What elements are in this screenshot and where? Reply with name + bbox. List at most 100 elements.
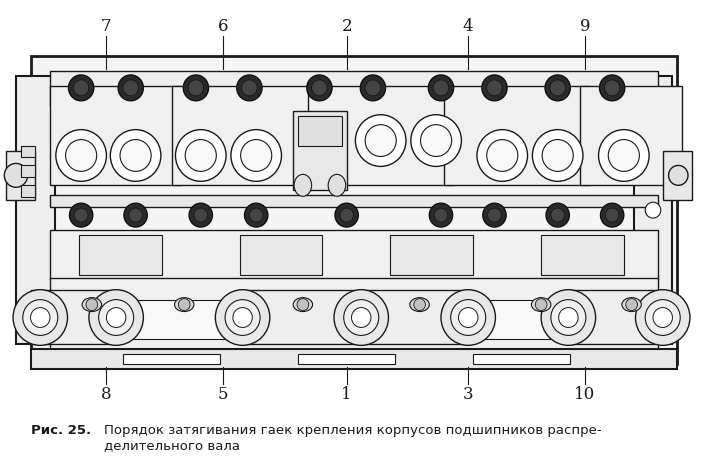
Text: 10: 10 [574,385,595,403]
Bar [30,350,677,369]
Circle shape [636,289,690,345]
Circle shape [428,75,454,101]
Circle shape [241,80,257,96]
Circle shape [215,289,270,345]
Circle shape [551,299,586,335]
Circle shape [668,166,688,185]
Circle shape [4,164,28,187]
Circle shape [458,307,478,327]
Circle shape [541,289,596,345]
Circle shape [365,80,381,96]
Bar [50,195,658,207]
Circle shape [68,75,94,101]
Text: 5: 5 [218,385,228,403]
Circle shape [297,298,309,311]
Bar [473,354,571,364]
Circle shape [352,307,371,327]
Circle shape [344,299,378,335]
Ellipse shape [293,298,312,312]
Circle shape [231,130,281,181]
Ellipse shape [294,175,312,196]
Circle shape [645,202,660,218]
Bar [50,86,181,185]
Circle shape [65,140,96,171]
Bar [79,235,162,275]
Circle shape [244,203,268,227]
Text: 6: 6 [218,18,228,35]
Circle shape [340,208,354,222]
Circle shape [365,125,397,157]
Text: 4: 4 [463,18,473,35]
Bar [30,56,677,364]
Ellipse shape [328,175,346,196]
Circle shape [600,75,625,101]
Text: 2: 2 [341,18,352,35]
Bar [21,185,36,197]
Circle shape [451,299,486,335]
Circle shape [535,298,547,311]
Circle shape [411,115,461,166]
Circle shape [482,75,507,101]
Bar [243,289,466,344]
Circle shape [477,130,528,181]
Bar [50,230,658,280]
Bar [298,354,395,364]
Circle shape [188,80,204,96]
Text: 8: 8 [101,385,112,403]
Bar [390,235,473,275]
Text: 9: 9 [580,18,590,35]
Circle shape [312,80,327,96]
Bar [21,166,36,177]
Bar [7,150,36,200]
Circle shape [237,75,262,101]
Circle shape [334,289,389,345]
Circle shape [75,208,88,222]
Circle shape [22,299,58,335]
Circle shape [542,140,573,171]
Bar [50,278,658,357]
Circle shape [335,203,358,227]
Bar [50,71,658,106]
Circle shape [546,203,569,227]
Bar [444,86,589,185]
Circle shape [123,80,138,96]
Circle shape [241,140,272,171]
Circle shape [420,125,452,157]
Circle shape [110,130,161,181]
Bar [580,86,682,185]
Bar [541,235,624,275]
Ellipse shape [82,298,102,312]
Ellipse shape [410,298,429,312]
Circle shape [550,80,566,96]
Ellipse shape [531,298,551,312]
Circle shape [429,203,452,227]
Text: 3: 3 [463,385,473,403]
Circle shape [355,115,406,166]
Circle shape [183,75,209,101]
Circle shape [608,140,639,171]
Bar [16,76,55,344]
Text: Порядок затягивания гаек крепления корпусов подшипников распре-
делительного вал: Порядок затягивания гаек крепления корпу… [104,424,601,452]
Circle shape [120,140,151,171]
Bar [240,235,323,275]
Circle shape [360,75,386,101]
Circle shape [559,307,578,327]
Circle shape [70,203,93,227]
Bar [568,289,656,344]
Ellipse shape [175,298,194,312]
Circle shape [434,208,448,222]
Circle shape [99,299,133,335]
Circle shape [414,298,426,311]
Text: 1: 1 [341,385,352,403]
Bar [468,299,566,340]
Bar [21,146,36,158]
Circle shape [73,80,89,96]
Circle shape [645,299,680,335]
Circle shape [532,130,583,181]
Circle shape [488,208,501,222]
Circle shape [545,75,571,101]
Bar [293,111,347,190]
Circle shape [189,203,212,227]
Circle shape [56,130,107,181]
Circle shape [233,307,252,327]
